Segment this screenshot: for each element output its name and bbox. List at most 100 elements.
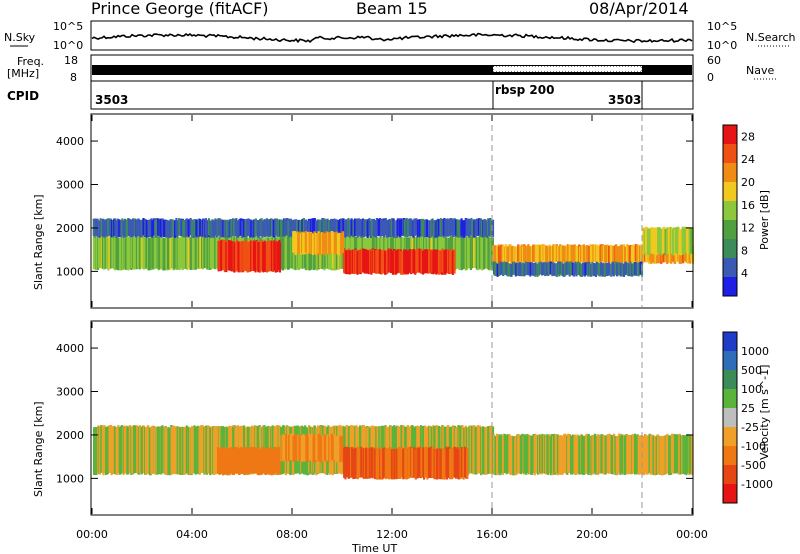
- heatmap-cell-0-5-36: [533, 244, 536, 262]
- heatmap-cell-0-0-323: [459, 237, 462, 271]
- heatmap-cell-1-4-14: [358, 447, 361, 478]
- heatmap-cell-0-1-72: [174, 220, 177, 238]
- vel-cbar-swatch-6: [723, 446, 737, 465]
- heatmap-cell-1-2-27: [247, 448, 251, 475]
- cpid-segment-1: 3503: [95, 93, 128, 107]
- heatmap-cell-0-4-16: [310, 232, 313, 255]
- heatmap-cell-0-4-26: [321, 232, 324, 255]
- heatmap-cell-1-0-71: [172, 426, 175, 474]
- heatmap-cell-1-4-74: [426, 449, 429, 480]
- heatmap-cell-1-1-96: [601, 434, 604, 474]
- heatmap-cell-0-1-138: [249, 220, 252, 238]
- heatmap-cell-0-1-285: [416, 219, 420, 238]
- heatmap-cell-0-1-66: [167, 220, 170, 238]
- heatmap-cell-0-1-85: [189, 218, 192, 236]
- heatmap-cell-1-0-44: [142, 425, 145, 474]
- heatmap-cell-1-0-7: [100, 425, 103, 473]
- heatmap-cell-1-4-54: [404, 448, 407, 480]
- heatmap-cell-1-4-66: [417, 447, 420, 479]
- heatmap-cell-1-3-34: [318, 435, 321, 462]
- heatmap-cell-0-6-51: [550, 261, 553, 275]
- heatmap-cell-0-5-67: [568, 244, 571, 263]
- heatmap-cell-0-4-36: [333, 232, 336, 255]
- power-cbar-tick-5: 24: [741, 153, 755, 166]
- heatmap-cell-0-1-126: [235, 218, 238, 236]
- heatmap-cell-1-0-95: [200, 425, 203, 473]
- heatmap-cell-0-0-17: [111, 235, 114, 269]
- heatmap-cell-1-2-18: [238, 448, 241, 475]
- heatmap-cell-0-5-83: [586, 245, 589, 263]
- heatmap-cell-0-3-17: [362, 248, 365, 273]
- heatmap-cell-0-1-253: [380, 218, 383, 237]
- heatmap-cell-0-6-16: [510, 263, 513, 277]
- heatmap-cell-0-1-207: [328, 220, 331, 238]
- heatmap-cell-1-2-44: [267, 448, 270, 475]
- heatmap-cell-0-1-304: [437, 219, 440, 237]
- heatmap-cell-1-1-2: [494, 436, 497, 476]
- cpid-segment-2: rbsp 200: [495, 83, 554, 97]
- heatmap-cell-0-2-41: [264, 241, 267, 272]
- heatmap-cell-1-0-67: [168, 427, 172, 476]
- nave-label: Nave: [746, 64, 774, 77]
- heatmap-cell-0-1-40: [137, 218, 140, 236]
- heatmap-cell-1-1-58: [558, 435, 561, 475]
- heatmap-cell-1-2-16: [235, 447, 238, 474]
- heatmap-cell-0-1-324: [460, 218, 463, 236]
- heatmap-cell-1-1-119: [627, 434, 630, 474]
- heatmap-cell-1-3-27: [311, 434, 314, 461]
- heatmap-cell-0-6-59: [559, 261, 562, 275]
- heatmap-cell-0-6-119: [628, 263, 631, 277]
- heatmap-cell-1-1-64: [565, 434, 568, 474]
- heatmap-cell-0-1-277: [406, 218, 410, 237]
- heatmap-cell-1-2-15: [234, 446, 237, 473]
- heatmap-cell-0-1-79: [182, 219, 185, 238]
- heatmap-cell-1-1-90: [594, 435, 597, 475]
- heatmap-cell-1-1-25: [521, 433, 524, 473]
- heatmap-cell-0-0-90: [194, 237, 197, 270]
- heatmap-cell-0-5-34: [530, 245, 533, 264]
- heatmap-cell-0-5-124: [633, 245, 636, 263]
- heatmap-cell-0-7-6: [649, 228, 652, 255]
- heatmap-cell-0-1-165: [279, 219, 282, 237]
- heatmap-cell-1-0-101: [207, 425, 210, 474]
- xaxis-label-5: 20:00: [576, 528, 608, 541]
- heatmap-cell-0-1-312: [446, 219, 449, 237]
- heatmap-cell-0-1-53: [152, 218, 155, 236]
- date-label: 08/Apr/2014: [589, 0, 689, 18]
- heatmap-cell-0-2-30: [251, 240, 254, 271]
- heatmap-cell-1-2-33: [255, 447, 258, 474]
- heatmap-cell-0-5-110: [617, 246, 620, 264]
- heatmap-cell-0-6-24: [519, 263, 522, 277]
- heatmap-cell-0-1-127: [236, 220, 239, 238]
- heatmap-cell-0-6-75: [577, 262, 580, 276]
- heatmap-cell-0-3-53: [403, 249, 406, 274]
- heatmap-cell-0-0-31: [127, 237, 130, 271]
- heatmap-cell-0-5-99: [604, 245, 607, 264]
- heatmap-cell-0-2-39: [262, 242, 265, 273]
- heatmap-cell-0-1-198: [317, 220, 320, 238]
- heatmap-cell-0-1-112: [219, 219, 222, 238]
- heatmap-cell-0-3-14: [358, 249, 361, 274]
- heatmap-cell-0-5-41: [538, 245, 541, 263]
- heatmap-cell-1-1-60: [560, 435, 563, 475]
- heatmap-cell-0-7-7: [650, 227, 653, 254]
- heatmap-cell-1-0-46: [145, 427, 148, 475]
- heatmap-cell-0-5-119: [627, 245, 630, 263]
- heatmap-cell-1-4-83: [437, 448, 440, 479]
- heatmap-cell-1-0-0: [93, 427, 96, 475]
- power-heatmap-panel: 1000 2000 3000 4000: [56, 115, 695, 307]
- heatmap-cell-0-6-95: [600, 261, 603, 275]
- heatmap-cell-1-1-55: [554, 433, 557, 473]
- heatmap-cell-0-5-88: [592, 244, 595, 262]
- heatmap-cell-1-1-4: [496, 436, 499, 476]
- heatmap-cell-0-7-0: [642, 227, 645, 254]
- vel-cbar-tick-3: 25: [741, 402, 755, 415]
- heatmap-cell-0-6-128: [637, 262, 640, 276]
- power-cbar-swatch-3: [723, 220, 737, 239]
- vel-cbar-tick-5: -100: [741, 440, 766, 453]
- heatmap-cell-0-7-41: [688, 228, 691, 255]
- heatmap-cell-0-3-51: [400, 250, 403, 275]
- ytick-label-1-1: 2000: [56, 429, 84, 442]
- heatmap-cell-1-0-340: [478, 425, 481, 474]
- heatmap-cell-0-1-7: [100, 219, 103, 237]
